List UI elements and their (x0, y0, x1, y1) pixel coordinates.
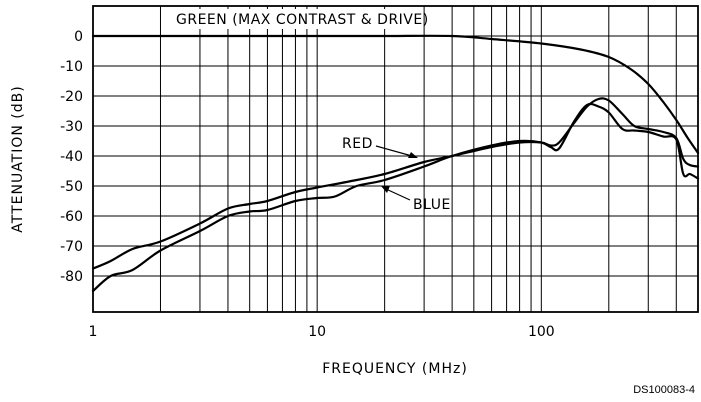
series-green-line (91, 34, 700, 155)
red-series-label: RED (342, 136, 373, 152)
y-tick-labels: 0 -10 -20 -30 -40 -50 -60 -70 -80 (60, 29, 83, 285)
blue-leader-line (385, 188, 411, 201)
x-tick-label: 1 (89, 324, 98, 340)
red-leader-line (375, 145, 413, 157)
green-series-label: GREEN (MAX CONTRAST & DRIVE) (176, 12, 429, 28)
green-label-background (172, 9, 420, 29)
grid-lines (93, 6, 698, 312)
y-tick-label: -50 (60, 179, 83, 195)
series-lines (91, 34, 700, 293)
x-axis-title: FREQUENCY (MHz) (322, 361, 468, 377)
y-tick-label: -40 (60, 149, 83, 165)
figure-code: DS100083-4 (633, 384, 695, 396)
y-tick-label: -70 (60, 239, 83, 255)
y-tick-label: -30 (60, 119, 83, 135)
plot-frame (92, 5, 699, 313)
blue-series-label: BLUE (413, 197, 451, 213)
x-tick-labels: 1 10 100 (89, 324, 555, 340)
y-tick-label: -80 (60, 269, 83, 285)
y-tick-label: -10 (60, 59, 83, 75)
series-red-line (91, 97, 700, 270)
y-tick-label: -60 (60, 209, 83, 225)
red-leader-arrowhead (408, 152, 418, 158)
y-tick-label: -20 (60, 89, 83, 105)
y-axis-title: ATTENUATION (dB) (10, 85, 26, 232)
blue-leader-arrowhead (381, 186, 390, 193)
y-tick-label: 0 (74, 29, 83, 45)
series-blue-line (91, 102, 700, 293)
x-tick-label: 10 (308, 324, 326, 340)
x-tick-label: 100 (528, 324, 555, 340)
